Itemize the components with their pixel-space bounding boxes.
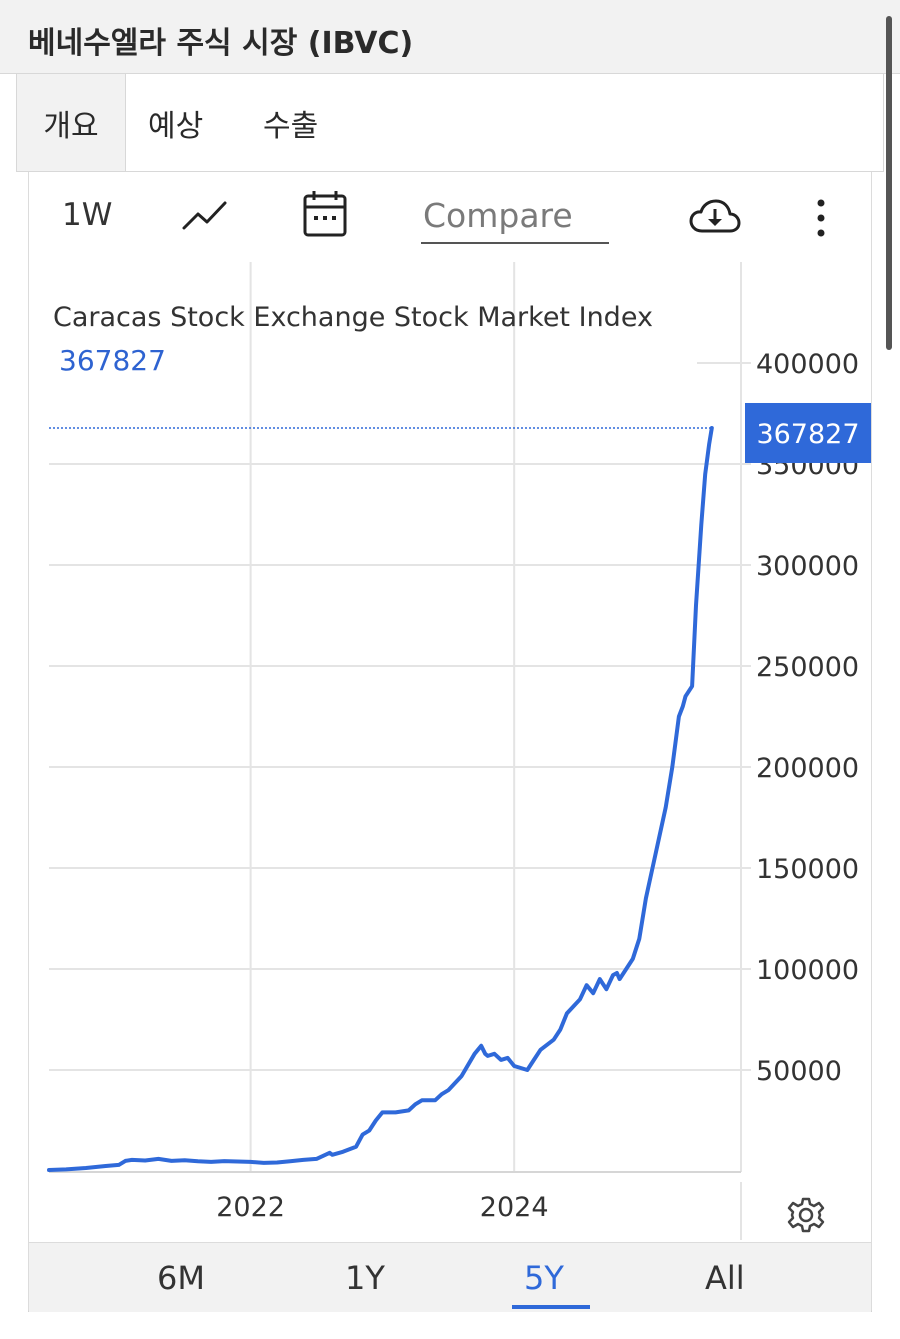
chart-widget: 400000 350000 300000 250000 200000 150000 1000… bbox=[28, 172, 872, 1312]
compare-placeholder: Compare bbox=[423, 196, 573, 235]
chart-title: Caracas Stock Exchange Stock Market Inde… bbox=[53, 302, 653, 333]
y-tick-label: 200000 bbox=[756, 753, 859, 784]
last-value-badge-text: 367827 bbox=[756, 419, 859, 450]
y-tick-label: 150000 bbox=[756, 854, 859, 885]
page-title: 베네수엘라 주식 시장 (IBVC) bbox=[28, 26, 414, 61]
range-6m[interactable]: 6M bbox=[157, 1259, 205, 1297]
range-5y[interactable]: 5Y bbox=[524, 1259, 564, 1297]
calendar-icon[interactable] bbox=[302, 189, 348, 239]
last-value-badge bbox=[745, 402, 871, 463]
y-tick-label: 250000 bbox=[756, 652, 859, 683]
more-vertical-icon[interactable] bbox=[814, 198, 828, 238]
chart-canvas[interactable]: 4000003500003000002500002000001500001000… bbox=[29, 172, 871, 1242]
x-tick-label: 2022 bbox=[216, 1192, 285, 1223]
page-header: 베네수엘라 주식 시장 (IBVC) bbox=[0, 0, 900, 74]
range-bar: 6M 1Y 5Y All bbox=[29, 1242, 871, 1312]
series-line bbox=[47, 426, 714, 1172]
active-range-indicator bbox=[512, 1305, 590, 1309]
tab-overview[interactable]: 개요 bbox=[17, 74, 126, 171]
range-all[interactable]: All bbox=[705, 1259, 745, 1297]
tab-forecast[interactable]: 예상 bbox=[148, 108, 204, 144]
y-tick-label: 400000 bbox=[756, 349, 859, 380]
x-tick-label: 2024 bbox=[480, 1192, 549, 1223]
scrollbar[interactable] bbox=[886, 16, 892, 350]
y-tick-label: 50000 bbox=[756, 1056, 842, 1087]
compare-input[interactable]: Compare bbox=[421, 194, 609, 244]
y-tick-label: 100000 bbox=[756, 955, 859, 986]
line-chart-icon[interactable] bbox=[181, 198, 229, 234]
cloud-download-icon[interactable] bbox=[688, 197, 742, 237]
interval-selector[interactable]: 1W bbox=[62, 197, 113, 233]
tab-exports[interactable]: 수출 bbox=[263, 108, 319, 144]
y-tick-label: 300000 bbox=[756, 551, 859, 582]
tab-bar: 개요 예상 수출 bbox=[16, 74, 884, 172]
current-value: 367827 bbox=[59, 344, 166, 377]
range-1y[interactable]: 1Y bbox=[345, 1259, 385, 1297]
gear-icon[interactable] bbox=[787, 1196, 825, 1234]
